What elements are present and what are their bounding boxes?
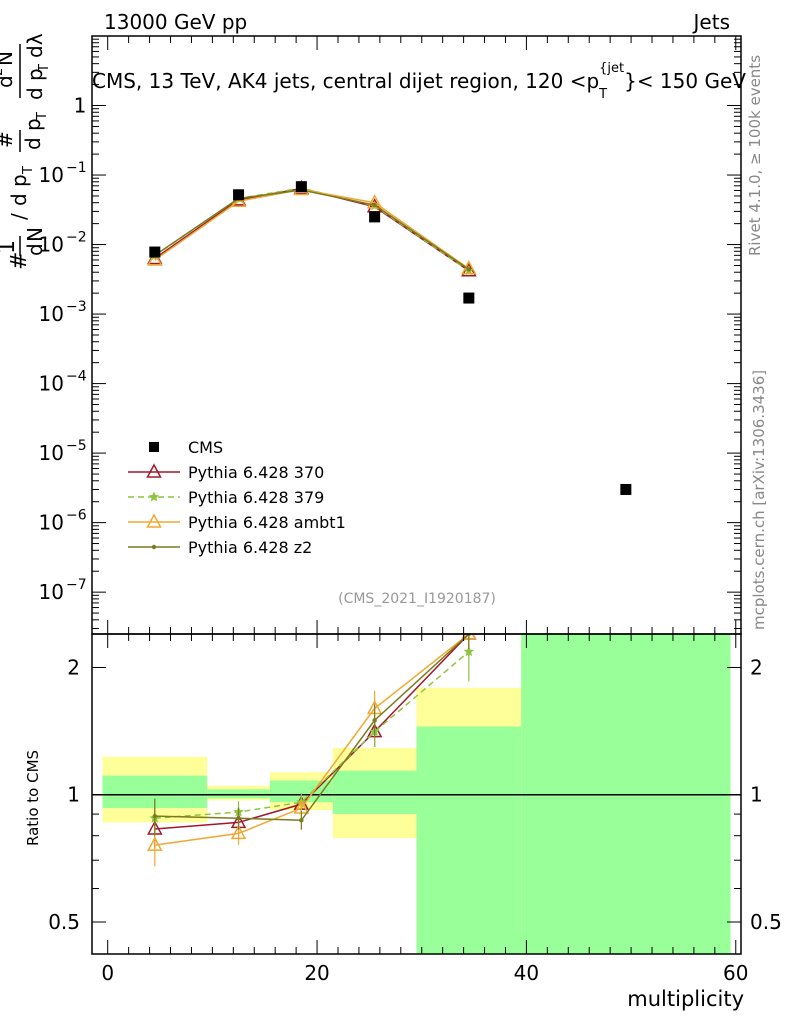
data-point (233, 189, 245, 201)
series-line (154, 187, 470, 272)
y-tick-label: 10 (39, 511, 64, 535)
svg-text:d: d (23, 243, 47, 256)
ratio-plot-frame (91, 633, 742, 955)
svg-text:/: / (7, 213, 31, 220)
ratio-series-group (147, 634, 477, 867)
series-point (366, 194, 383, 209)
legend-marker (146, 463, 162, 478)
legend: CMS Pythia 6.428 370 Pythia 6.428 379 Pythi… (128, 438, 346, 557)
x-axis-label: multiplicity (627, 987, 744, 1011)
y-tick-label: 1 (74, 94, 87, 118)
y-tick-exponent: −3 (66, 299, 87, 315)
legend-label-cms: CMS (188, 438, 223, 457)
svg-text:#: # (7, 252, 32, 270)
legend-label: Pythia 6.428 370 (188, 463, 324, 482)
ratio-axis-label: Ratio to CMS (24, 750, 42, 846)
svg-text:d p: d p (21, 118, 45, 150)
y-tick-label: 10 (39, 302, 64, 326)
ratio-series (147, 634, 477, 867)
ratio-tick-label-left: 1 (67, 783, 80, 807)
svg-text:T: T (21, 166, 36, 175)
series-point (372, 202, 377, 208)
data-point (369, 211, 381, 223)
analysis-watermark: (CMS_2021_I1920187) (338, 591, 496, 607)
x-tick-label: 0 (101, 961, 114, 985)
svg-text:N: N (23, 227, 47, 242)
y-tick-exponent: −1 (66, 160, 87, 176)
chart-title: CMS, 13 TeV, AK4 jets, central dijet reg… (92, 61, 746, 102)
svg-text:d p: d p (23, 68, 47, 100)
ratio-point (236, 816, 241, 821)
legend-label: Pythia 6.428 ambt1 (188, 513, 346, 532)
svg-text:T: T (37, 64, 52, 73)
x-tick-label: 40 (514, 961, 539, 985)
svg-text:1: 1 (0, 240, 20, 254)
main-data-points (149, 181, 632, 495)
series-point (466, 267, 472, 272)
y-tick-label: 10 (39, 441, 64, 465)
header-right: Jets (692, 10, 730, 34)
series-line (154, 189, 470, 270)
ratio-band-inner (207, 789, 270, 799)
series-line (154, 188, 470, 270)
y-tick-exponent: −6 (66, 508, 87, 524)
ratio-point (152, 813, 158, 819)
ratio-tick-label-right: 0.5 (750, 910, 782, 934)
ratio-point (299, 818, 304, 823)
y-tick-label: 10 (39, 372, 64, 396)
legend-marker-cms (149, 442, 159, 452)
x-tick-label: 60 (723, 961, 748, 985)
svg-text:d: d (0, 75, 17, 88)
ratio-tick-label-right: 1 (750, 783, 763, 807)
header-left: 13000 GeV pp (104, 10, 247, 34)
series-line (154, 187, 470, 272)
data-point (295, 181, 307, 193)
series-point (147, 251, 163, 266)
legend-label: Pythia 6.428 z2 (188, 538, 312, 557)
ratio-line (154, 651, 470, 819)
data-point (463, 292, 475, 304)
legend-marker (146, 513, 162, 528)
y-tick-exponent: −4 (66, 369, 87, 385)
svg-text:#: # (0, 131, 17, 148)
rivet-label: Rivet 4.1.0, ≥ 100k events (746, 55, 764, 256)
ratio-band-inner (332, 770, 417, 815)
main-series (147, 179, 477, 277)
svg-text:2: 2 (0, 68, 6, 76)
svg-text:d p: d p (7, 174, 31, 206)
legend-marker (151, 544, 157, 550)
ratio-point (463, 646, 475, 657)
ratio-point (147, 836, 163, 851)
ratio-tick-label-left: 2 (67, 655, 80, 679)
ratio-band-inner (416, 726, 522, 954)
data-point (149, 246, 161, 258)
y-tick-exponent: −5 (66, 438, 87, 454)
legend-marker (148, 491, 160, 502)
svg-text:T: T (35, 112, 50, 121)
y-tick-exponent: −7 (66, 577, 87, 593)
data-point (620, 483, 632, 495)
svg-text:dλ: dλ (23, 33, 47, 58)
y-tick-label: 10 (39, 163, 64, 187)
y-tick-label: 10 (39, 233, 64, 257)
ratio-tick-label-left: 0.5 (48, 910, 80, 934)
y-tick-label: 10 (39, 580, 64, 604)
mcplots-label: mcplots.cern.ch [arXiv:1306.3436] (750, 370, 768, 630)
x-tick-label: 20 (304, 961, 329, 985)
ratio-point (372, 718, 377, 723)
y-axis-label: # 1 d N / d p T # d p T d 2 N d p T dλ (0, 33, 52, 270)
svg-text:N: N (0, 51, 17, 66)
y-tick-exponent: −2 (66, 230, 87, 246)
ratio-point (230, 824, 247, 840)
ratio-tick-label-right: 2 (750, 655, 763, 679)
legend-label: Pythia 6.428 379 (188, 488, 324, 507)
